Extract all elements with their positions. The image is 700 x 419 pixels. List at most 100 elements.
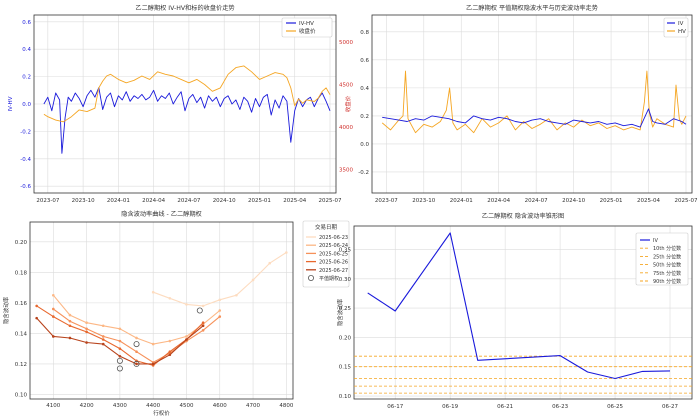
smile-point xyxy=(218,315,222,318)
legend-label: 90th 分位数 xyxy=(653,278,681,285)
y-tick-label: 0.6 xyxy=(22,20,31,26)
x-tick-label: 2023-10 xyxy=(412,198,435,204)
x-tick-label: 2024-01 xyxy=(450,198,473,204)
y-tick-label: 0.20 xyxy=(15,240,28,246)
smile-point xyxy=(35,304,38,308)
smile-point xyxy=(135,336,138,340)
y-tick-label: -0.2 xyxy=(358,170,369,176)
atm-marker xyxy=(116,365,123,372)
chart-title: 隐含波动率曲线 - 乙二醇期权 xyxy=(121,210,201,218)
x-tick-label: 2023-07 xyxy=(375,198,398,204)
smile-point xyxy=(185,335,188,338)
smile-point xyxy=(185,303,188,306)
y-tick-label: 0.10 xyxy=(15,392,28,398)
smile-point xyxy=(151,290,155,294)
smile-point xyxy=(168,339,172,343)
x-tick-label: 2024-01 xyxy=(107,198,130,204)
series-line-0 xyxy=(43,87,331,154)
legend-label: IV-HV xyxy=(299,21,314,27)
x-tick-label: 2024-04 xyxy=(487,198,510,204)
x-tick-label: 2024-07 xyxy=(525,198,548,204)
atm-marker xyxy=(196,307,203,314)
y-tick-label: 0.14 xyxy=(15,331,28,337)
x-tick-label: 4400 xyxy=(146,403,160,409)
y-tick-label: 0.0 xyxy=(22,102,31,108)
x-tick-label: 2024-10 xyxy=(562,198,585,204)
y2-tick-label: 4000 xyxy=(339,125,353,131)
chart-title: 乙二醇期权 IV-HV和标的收盘价走势 xyxy=(135,4,234,12)
x-tick-label: 2023-07 xyxy=(36,198,59,204)
x-tick-label: 2025-04 xyxy=(283,198,306,204)
chart-title: 乙二醇期权 隐含波动率锥形图 xyxy=(482,212,564,220)
smile-point xyxy=(118,354,122,358)
legend-label: 收盘价 xyxy=(299,27,316,35)
series-line-1 xyxy=(381,70,687,134)
x-tick-label: 4200 xyxy=(80,403,94,409)
smile-point xyxy=(85,341,88,344)
smile-point xyxy=(52,293,55,297)
smile-point xyxy=(185,338,188,341)
y-tick-label: 0.18 xyxy=(15,270,28,276)
smile-point xyxy=(101,342,105,346)
x-tick-label: 06-17 xyxy=(387,404,403,410)
y-tick-label: 0.0 xyxy=(360,142,369,148)
legend-label: 50th 分位数 xyxy=(653,262,681,269)
smile-point xyxy=(101,324,105,328)
legend-label: 2025-06-27 xyxy=(319,268,348,274)
x-tick-label: 4800 xyxy=(279,403,293,409)
x-tick-label: 2025-07 xyxy=(675,198,698,204)
smile-point xyxy=(52,335,55,338)
smile-point xyxy=(68,336,72,340)
x-tick-label: 06-27 xyxy=(662,404,678,410)
legend-label: 25th 分位数 xyxy=(653,253,681,260)
y-axis-label: 隐含波动率 xyxy=(336,298,344,326)
smile-point xyxy=(101,335,105,338)
smile-point xyxy=(168,350,172,353)
smile-point xyxy=(68,313,72,317)
y-axis-label: IV-HV xyxy=(8,96,14,111)
y-tick-label: 0.35 xyxy=(339,247,352,253)
x-tick-label: 2025-07 xyxy=(319,198,342,204)
x-tick-label: 06-23 xyxy=(552,404,568,410)
y-tick-label: 0.2 xyxy=(22,75,31,81)
legend-label: IV xyxy=(678,21,684,27)
smile-point xyxy=(151,342,155,346)
y-tick-label: 0.8 xyxy=(360,30,369,36)
smile-point xyxy=(135,350,138,353)
legend-label: IV xyxy=(653,238,658,244)
legend-swatch xyxy=(307,274,314,281)
smile-point xyxy=(151,362,155,366)
y-tick-label: 0.20 xyxy=(339,335,352,341)
smile-point xyxy=(201,329,205,332)
smile-point xyxy=(118,347,122,350)
legend-label: 平值期权 xyxy=(319,275,339,282)
y-tick-label: -0.2 xyxy=(20,129,31,135)
legend-label: HV xyxy=(678,29,686,35)
smile-point xyxy=(118,339,122,343)
legend-box xyxy=(635,232,689,286)
legend-label: 2025-06-25 xyxy=(319,251,348,257)
series-line-1 xyxy=(43,65,331,123)
y-tick-label: 0.4 xyxy=(360,86,369,92)
smile-point xyxy=(168,353,172,357)
y-tick-label: 0.30 xyxy=(339,277,352,283)
chart-title: 乙二醇期权 平值期权隐波水平与历史波动率走势 xyxy=(466,4,598,12)
y-tick-label: 0.16 xyxy=(15,301,28,307)
x-tick-label: 06-21 xyxy=(497,404,513,410)
y-tick-label: 0.6 xyxy=(360,58,369,64)
legend-label: 75th 分位数 xyxy=(653,270,681,277)
smile-point xyxy=(101,338,105,341)
legend-label: 10th 分位数 xyxy=(653,245,681,252)
smile-point xyxy=(68,324,72,328)
plot-frame xyxy=(33,14,337,194)
y-tick-label: -0.6 xyxy=(20,184,31,190)
smile-point xyxy=(35,316,38,320)
smile-point xyxy=(85,330,88,334)
atm-marker xyxy=(133,341,140,348)
x-tick-label: 2024-07 xyxy=(177,198,200,204)
x-tick-label: 2025-04 xyxy=(637,198,660,204)
plot-frame xyxy=(371,14,693,194)
x-tick-label: 2025-01 xyxy=(600,198,623,204)
smile-point xyxy=(218,298,222,302)
